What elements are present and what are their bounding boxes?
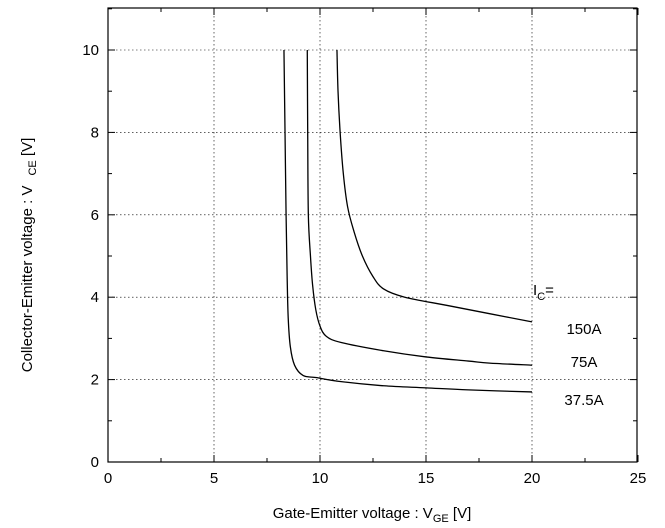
y-tick-label: 6 — [91, 207, 99, 224]
y-tick-label: 8 — [91, 124, 99, 141]
y-tick-label: 2 — [91, 372, 99, 389]
x-axis-label-sub: GE — [433, 513, 449, 525]
legend-header-suffix: = — [545, 282, 554, 299]
x-tick-label: 15 — [418, 470, 435, 487]
tick-labels: 0 5 10 15 20 25 0 2 4 6 8 10 — [82, 42, 646, 487]
x-axis-label: Gate-Emitter voltage : VGE [V] — [273, 505, 472, 525]
y-tick-label: 4 — [91, 289, 99, 306]
x-tick-label: 10 — [312, 470, 329, 487]
x-axis-label-main: Gate-Emitter voltage : V — [273, 505, 433, 522]
grid — [108, 8, 637, 462]
y-tick-label: 10 — [82, 42, 99, 59]
y-axis-label-unit: [V] — [19, 138, 36, 161]
series-label-37.5A: 37.5A — [564, 392, 603, 409]
y-axis-label-sub: CE — [27, 160, 39, 175]
legend-header: IC= — [533, 282, 554, 303]
series — [283, 49, 533, 393]
plot-frame — [107, 7, 638, 463]
series-line-37.5A — [283, 49, 533, 393]
x-axis-label-unit: [V] — [449, 505, 472, 522]
x-tick-label: 0 — [104, 470, 112, 487]
y-axis-label-main: Collector-Emitter voltage : V — [19, 186, 36, 373]
y-tick-label: 0 — [91, 454, 99, 471]
series-label-75A: 75A — [571, 354, 598, 371]
y-axis-label: Collector-Emitter voltage : V CE [V] — [19, 138, 39, 373]
x-tick-label: 25 — [630, 470, 647, 487]
x-tick-label: 5 — [210, 470, 218, 487]
ticks — [107, 8, 639, 463]
legend: IC= 150A 75A 37.5A — [533, 282, 604, 409]
series-line-75A — [306, 49, 533, 366]
x-tick-label: 20 — [524, 470, 541, 487]
legend-header-main: I — [533, 282, 537, 299]
series-label-150A: 150A — [566, 321, 601, 338]
series-line-150A — [336, 49, 533, 323]
legend-header-sub: C — [537, 291, 545, 303]
